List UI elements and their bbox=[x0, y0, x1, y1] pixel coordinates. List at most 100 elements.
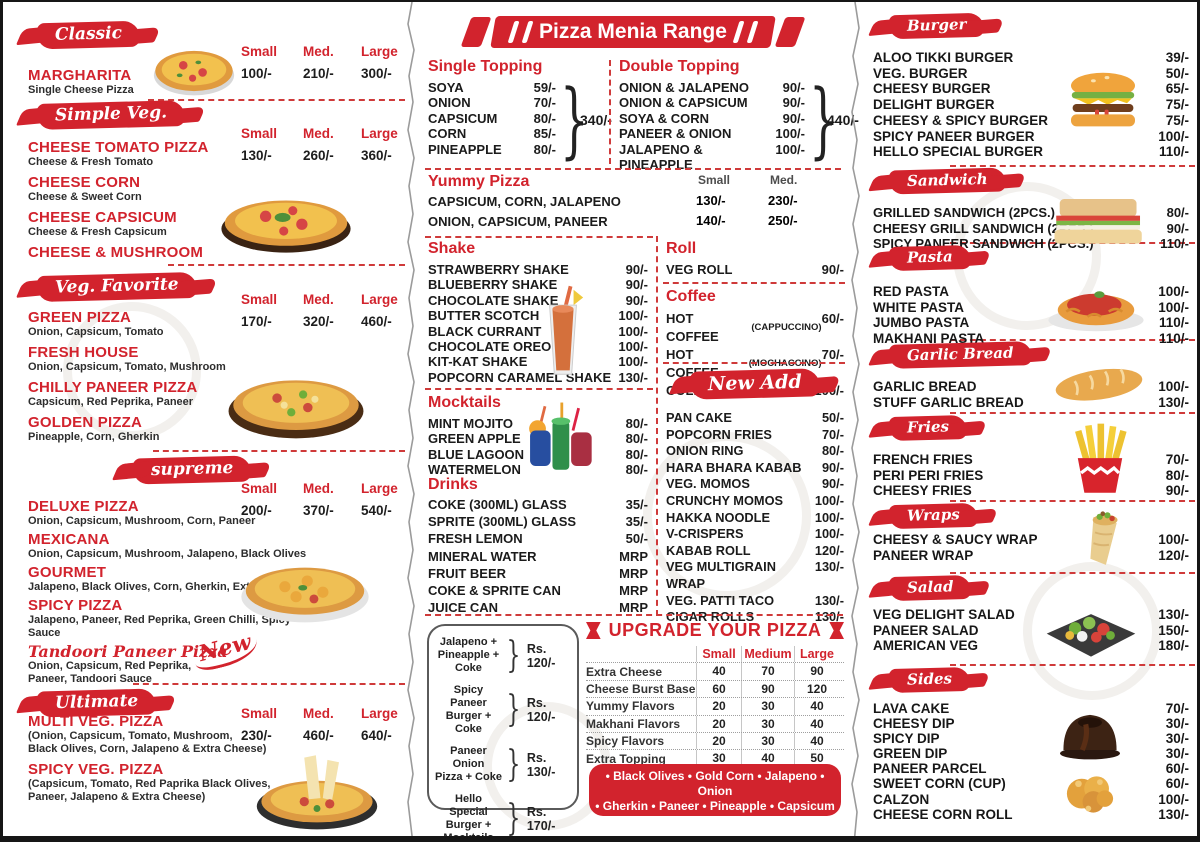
divider bbox=[425, 236, 653, 238]
item-name: HAKKA NOODLE bbox=[666, 509, 771, 525]
section-sides-header: Sides bbox=[888, 666, 971, 694]
block-title: Roll bbox=[666, 240, 697, 257]
item-name: ONION & JALAPENO bbox=[619, 80, 750, 95]
item-name: CHILLY PANEER PIZZA bbox=[28, 379, 198, 396]
item-desc: (Onion, Capsicum, Tomato, Mushroom, Blac… bbox=[28, 730, 267, 755]
cheese-corn-roll-image bbox=[1057, 766, 1123, 818]
divider bbox=[950, 165, 1195, 167]
menu-item: CORN 85/- bbox=[428, 126, 556, 141]
item-name: Tandoori Paneer Pizza bbox=[28, 642, 228, 661]
panel-separator-left bbox=[407, 2, 415, 836]
menu-item: CAPSICUM 80/- bbox=[428, 111, 556, 126]
item-price-med: 250/- bbox=[768, 213, 798, 228]
item-price: 100/- bbox=[618, 323, 648, 339]
section-title: New Add bbox=[707, 370, 803, 396]
item-price: 85/- bbox=[533, 126, 556, 142]
menu-item: JALAPENO & PINEAPPLE 100/- bbox=[619, 142, 805, 173]
item-name: SPICY VEG. PIZZA bbox=[28, 761, 164, 778]
section-garlic-bread-header: Garlic Bread bbox=[888, 341, 1032, 369]
divider bbox=[133, 683, 405, 685]
upgrade-table-header: Small Medium Large bbox=[586, 646, 844, 663]
row-label: Yummy Flavors bbox=[586, 699, 675, 714]
item-name: HARA BHARA KABAB bbox=[666, 459, 802, 475]
item-price: 80/- bbox=[625, 431, 648, 447]
item-name: RED PASTA bbox=[873, 284, 950, 299]
menu-item: GOURMET Jalapeno, Black Olives, Corn, Gh… bbox=[28, 565, 318, 594]
menu-item: ONION, CAPSICUM, PANEER 140/- 250/- bbox=[428, 213, 844, 233]
menu-item: COKE (300ML) GLASS 35/- bbox=[428, 496, 648, 513]
item-name: CHEESE CORN bbox=[28, 174, 141, 191]
item-price: 70/- bbox=[1165, 452, 1189, 467]
item-price: 120/- bbox=[814, 542, 844, 558]
item-price: 70/- bbox=[533, 95, 556, 111]
size-label: Large bbox=[361, 706, 398, 721]
combo-price: Rs. 170/- bbox=[526, 805, 556, 833]
item-price: 130/- bbox=[814, 559, 844, 575]
item-price: 90/- bbox=[625, 277, 648, 293]
section-title: Simple Veg. bbox=[54, 102, 168, 126]
item-price: 90/- bbox=[625, 262, 648, 277]
section-simple-veg: Simple Veg. Small Med. Large 130/- 260/- 360… bbox=[3, 100, 411, 262]
item-name: GOURMET bbox=[28, 564, 107, 581]
size-label: Small bbox=[698, 173, 731, 187]
menu-item: ONION 70/- bbox=[428, 95, 556, 110]
item-price: MRP bbox=[619, 548, 648, 564]
item-name: DELUXE PIZZA bbox=[28, 498, 139, 515]
item-name: CHOCOLATE SHAKE bbox=[428, 292, 559, 308]
menu-item: KIT-KAT SHAKE 100/- bbox=[428, 354, 648, 369]
item-name: FRESH HOUSE bbox=[28, 344, 139, 361]
section-header: Classic bbox=[36, 20, 141, 50]
item-price: 70/- bbox=[1165, 701, 1189, 716]
col-label: Small bbox=[696, 646, 741, 663]
item-name: VEG ROLL bbox=[666, 262, 733, 277]
menu-item: RED PASTA 100/- bbox=[855, 284, 1197, 299]
item-desc: Onion, Capsicum, Mushroom, Corn, Paneer bbox=[28, 515, 256, 527]
item-price: 130/- bbox=[1158, 806, 1189, 822]
price-row: 100/- 210/- 300/- bbox=[241, 66, 419, 81]
slash-decoration bbox=[507, 21, 520, 43]
item-price: 75/- bbox=[1165, 112, 1189, 128]
menu-item: PAN CAKE 50/- bbox=[666, 410, 844, 427]
menu-item: CHEESY DIP 30/- bbox=[855, 716, 1197, 732]
banner-box: Pizza Menia Range bbox=[490, 16, 776, 48]
slash-decoration bbox=[460, 17, 492, 47]
size-label: Small bbox=[241, 292, 278, 307]
item-name: STRAWBERRY SHAKE bbox=[428, 262, 569, 277]
item-price: 80/- bbox=[625, 462, 648, 478]
item-name: JUICE CAN bbox=[428, 600, 499, 616]
item-price: 35/- bbox=[625, 514, 648, 530]
item-name: GREEN APPLE bbox=[428, 431, 521, 447]
menu-item: AMERICAN VEG 180/- bbox=[855, 638, 1197, 654]
menu-item: SPICY PIZZA Jalapeno, Paneer, Red Peprik… bbox=[28, 598, 318, 640]
section-title: Garlic Bread bbox=[906, 343, 1014, 365]
price-small: 20 bbox=[696, 698, 741, 715]
menu-item: CHEESY & SPICY BURGER 75/- bbox=[855, 112, 1197, 128]
item-price: 90/- bbox=[782, 80, 805, 95]
middle-panel: Pizza Menia Range Single Topping SOYA 59/… bbox=[413, 2, 859, 836]
price-small: 60 bbox=[696, 680, 741, 698]
item-name: VEG DELIGHT SALAD bbox=[873, 607, 1015, 622]
menu-item: VEG. MOMOS 90/- bbox=[666, 476, 844, 493]
price-row: 130/- 260/- 360/- bbox=[241, 148, 419, 163]
item-name: CORN bbox=[428, 126, 467, 142]
combo-label: Paneer Onion Pizza + Coke bbox=[435, 745, 502, 783]
section-supreme: supreme Small Med. Large 200/- 370/- 540/- D… bbox=[3, 455, 411, 685]
price-small: 40 bbox=[696, 663, 741, 680]
item-name: PANEER & ONION bbox=[619, 126, 732, 142]
combo-item: Hello Special Burger + Mocktails } Rs. 1… bbox=[435, 793, 571, 836]
item-desc: Single Cheese Pizza bbox=[28, 84, 134, 96]
divider bbox=[663, 282, 845, 284]
price: 200/- bbox=[241, 503, 272, 518]
item-price-med: 230/- bbox=[768, 193, 798, 208]
item-price: 180/- bbox=[1158, 638, 1189, 654]
item-price: 50/- bbox=[821, 410, 844, 425]
item-name: ALOO TIKKI BURGER bbox=[873, 50, 1014, 65]
menu-item: PANEER SALAD 150/- bbox=[855, 623, 1197, 638]
combo-item: Jalapeno + Pineapple + Coke } Rs. 120/- bbox=[435, 636, 571, 675]
upgrade-row: Makhani Flavors 20 30 40 bbox=[586, 714, 844, 732]
menu-item: GREEN PIZZA Onion, Capsicum, Tomato bbox=[28, 310, 278, 339]
item-name: MINT MOJITO bbox=[428, 416, 513, 431]
menu-item: GREEN DIP 30/- bbox=[855, 747, 1197, 762]
lava-cake-image bbox=[1051, 702, 1129, 762]
item-price: 110/- bbox=[1160, 236, 1189, 252]
